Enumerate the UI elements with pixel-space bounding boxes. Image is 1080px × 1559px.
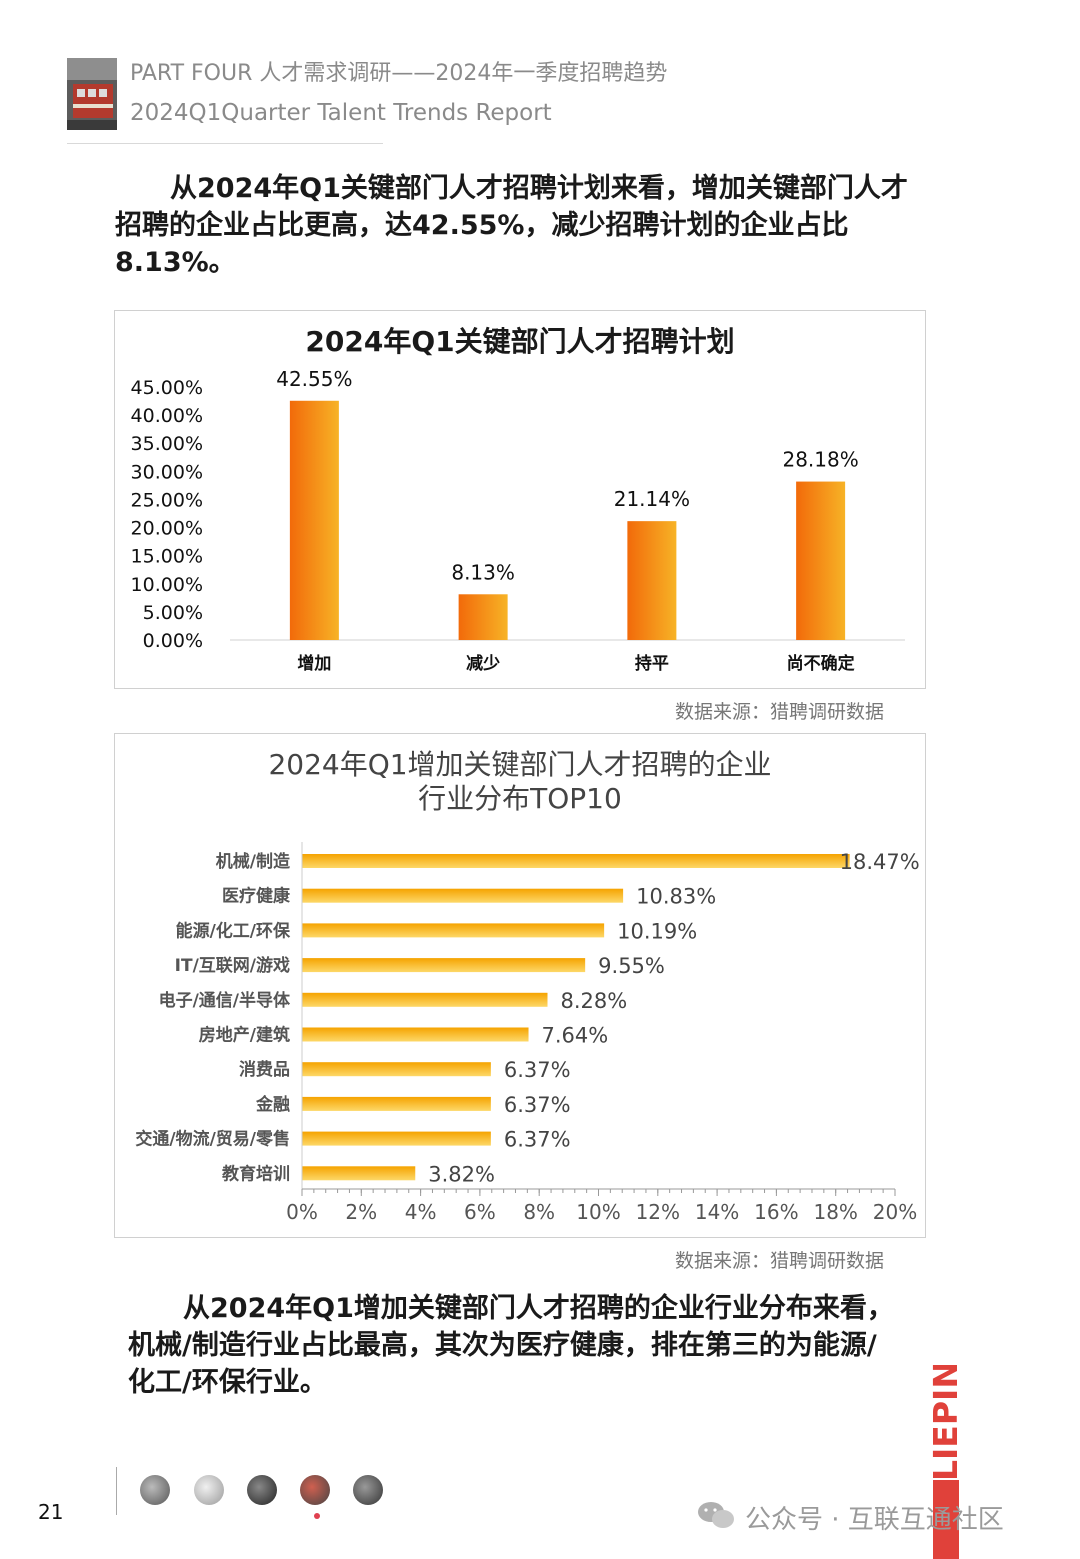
bar bbox=[458, 594, 508, 640]
y-tick-label: 40.00% bbox=[131, 405, 203, 427]
y-tick-label: 30.00% bbox=[131, 461, 203, 483]
chart-title: 2024年Q1关键部门人才招聘计划 bbox=[305, 325, 734, 358]
bar bbox=[302, 958, 586, 973]
y-tick-label: 10.00% bbox=[131, 574, 203, 596]
bar bbox=[302, 888, 624, 903]
y-category-label: 房地产/建筑 bbox=[199, 1025, 290, 1046]
x-tick-label: 18% bbox=[813, 1200, 857, 1224]
data-label: 10.83% bbox=[636, 885, 716, 909]
data-label: 8.13% bbox=[451, 560, 515, 584]
y-tick-label: 20.00% bbox=[131, 518, 203, 540]
y-category-label: 教育培训 bbox=[221, 1163, 290, 1184]
data-label: 28.18% bbox=[782, 448, 858, 472]
bar bbox=[302, 923, 605, 938]
x-category-label: 减少 bbox=[466, 653, 500, 674]
footer-divider bbox=[116, 1467, 117, 1515]
y-tick-label: 35.00% bbox=[131, 433, 203, 455]
brand-bar bbox=[933, 1480, 959, 1559]
x-tick-label: 6% bbox=[464, 1200, 496, 1224]
nav-thumbnail-4-active[interactable] bbox=[300, 1475, 330, 1505]
data-label: 21.14% bbox=[614, 487, 690, 511]
y-category-label: 消费品 bbox=[239, 1059, 290, 1080]
data-label: 9.55% bbox=[598, 954, 665, 978]
x-category-label: 增加 bbox=[297, 653, 331, 674]
x-tick-label: 16% bbox=[754, 1200, 798, 1224]
nav-thumbnail-3[interactable] bbox=[247, 1475, 277, 1505]
chart-panel-industry-top10: 2024年Q1增加关键部门人才招聘的企业 行业分布TOP10 机械/制造 18.4… bbox=[114, 733, 926, 1238]
bar bbox=[302, 1096, 491, 1111]
source-note: 数据来源：猎聘调研数据 bbox=[675, 701, 885, 723]
y-category-label: 机械/制造 bbox=[216, 851, 291, 872]
data-label: 42.55% bbox=[276, 367, 352, 391]
data-label: 6.37% bbox=[504, 1128, 571, 1152]
intro-paragraph: 从2024年Q1关键部门人才招聘计划来看，增加关键部门人才招聘的企业占比更高，达… bbox=[115, 170, 925, 281]
nav-thumbnail-2[interactable] bbox=[194, 1475, 224, 1505]
bar bbox=[302, 1027, 529, 1042]
chart-title-line-1: 2024年Q1增加关键部门人才招聘的企业 bbox=[268, 748, 771, 781]
watermark-text: 公众号 · 互联互通社区 bbox=[745, 1505, 1004, 1535]
x-tick-label: 0% bbox=[286, 1200, 318, 1224]
nav-thumbnail-5[interactable] bbox=[353, 1475, 383, 1505]
y-category-label: 金融 bbox=[255, 1094, 290, 1115]
bar bbox=[302, 992, 548, 1007]
page-number: 21 bbox=[38, 1500, 64, 1524]
chart-recruitment-plan: 2024年Q1关键部门人才招聘计划 0.00% 5.00% 10.00% 15.00%… bbox=[131, 325, 905, 674]
x-tick-label: 14% bbox=[695, 1200, 739, 1224]
bar bbox=[302, 1131, 491, 1146]
x-tick-label: 8% bbox=[523, 1200, 555, 1224]
bar bbox=[289, 400, 339, 640]
header-subtitle: 2024Q1Quarter Talent Trends Report bbox=[130, 100, 552, 126]
x-tick-label: 4% bbox=[405, 1200, 437, 1224]
data-label: 6.37% bbox=[504, 1058, 571, 1082]
data-label: 3.82% bbox=[428, 1162, 495, 1186]
data-label: 18.47% bbox=[840, 850, 920, 874]
y-category-label: 电子/通信/半导体 bbox=[159, 990, 291, 1011]
bar bbox=[302, 1166, 416, 1181]
data-label: 6.37% bbox=[504, 1093, 571, 1117]
brand-logo: LIEPIN bbox=[928, 1365, 964, 1481]
header-divider bbox=[67, 143, 383, 144]
y-tick-label: 0.00% bbox=[143, 630, 203, 652]
conclusion-text: 从2024年Q1增加关键部门人才招聘的企业行业分布来看，机械/制造行业占比最高，… bbox=[128, 1293, 894, 1398]
chart-panel-recruitment-plan: 2024年Q1关键部门人才招聘计划 0.00% 5.00% 10.00% 15.00%… bbox=[114, 310, 926, 689]
bar bbox=[796, 481, 846, 640]
bar bbox=[302, 854, 850, 868]
y-tick-label: 25.00% bbox=[131, 489, 203, 511]
header-title: PART FOUR 人才需求调研——2024年一季度招聘趋势 bbox=[130, 61, 668, 86]
active-page-indicator bbox=[314, 1513, 320, 1519]
intro-text: 从2024年Q1关键部门人才招聘计划来看，增加关键部门人才招聘的企业占比更高，达… bbox=[115, 173, 908, 278]
y-category-label: 交通/物流/贸易/零售 bbox=[135, 1129, 290, 1150]
y-tick-label: 15.00% bbox=[131, 546, 203, 568]
wechat-icon bbox=[698, 1502, 734, 1528]
x-category-label: 尚不确定 bbox=[787, 653, 855, 674]
x-tick-label: 12% bbox=[636, 1200, 680, 1224]
data-label: 7.64% bbox=[542, 1024, 609, 1048]
chart-industry-top10: 2024年Q1增加关键部门人才招聘的企业 行业分布TOP10 机械/制造 18.4… bbox=[135, 748, 920, 1224]
bar bbox=[302, 1062, 491, 1077]
y-category-label: 医疗健康 bbox=[222, 886, 291, 907]
y-category-label: 能源/化工/环保 bbox=[176, 920, 291, 941]
x-tick-label: 10% bbox=[576, 1200, 620, 1224]
x-tick-label: 2% bbox=[345, 1200, 377, 1224]
nav-thumbnail-1[interactable] bbox=[140, 1475, 170, 1505]
header-thumbnail-image bbox=[67, 58, 117, 130]
brand-text: LIEPIN bbox=[928, 1365, 964, 1481]
y-category-label: IT/互联网/游戏 bbox=[175, 955, 290, 976]
x-tick-label: 20% bbox=[873, 1200, 917, 1224]
data-label: 10.19% bbox=[617, 919, 697, 943]
chart-title-line-2: 行业分布TOP10 bbox=[418, 782, 622, 815]
y-tick-label: 5.00% bbox=[143, 602, 203, 624]
y-tick-label: 45.00% bbox=[131, 377, 203, 399]
bar bbox=[627, 521, 677, 640]
data-label: 8.28% bbox=[561, 989, 628, 1013]
source-note: 数据来源：猎聘调研数据 bbox=[675, 1250, 885, 1272]
x-category-label: 持平 bbox=[635, 653, 669, 674]
conclusion-paragraph: 从2024年Q1增加关键部门人才招聘的企业行业分布来看，机械/制造行业占比最高，… bbox=[128, 1290, 898, 1401]
